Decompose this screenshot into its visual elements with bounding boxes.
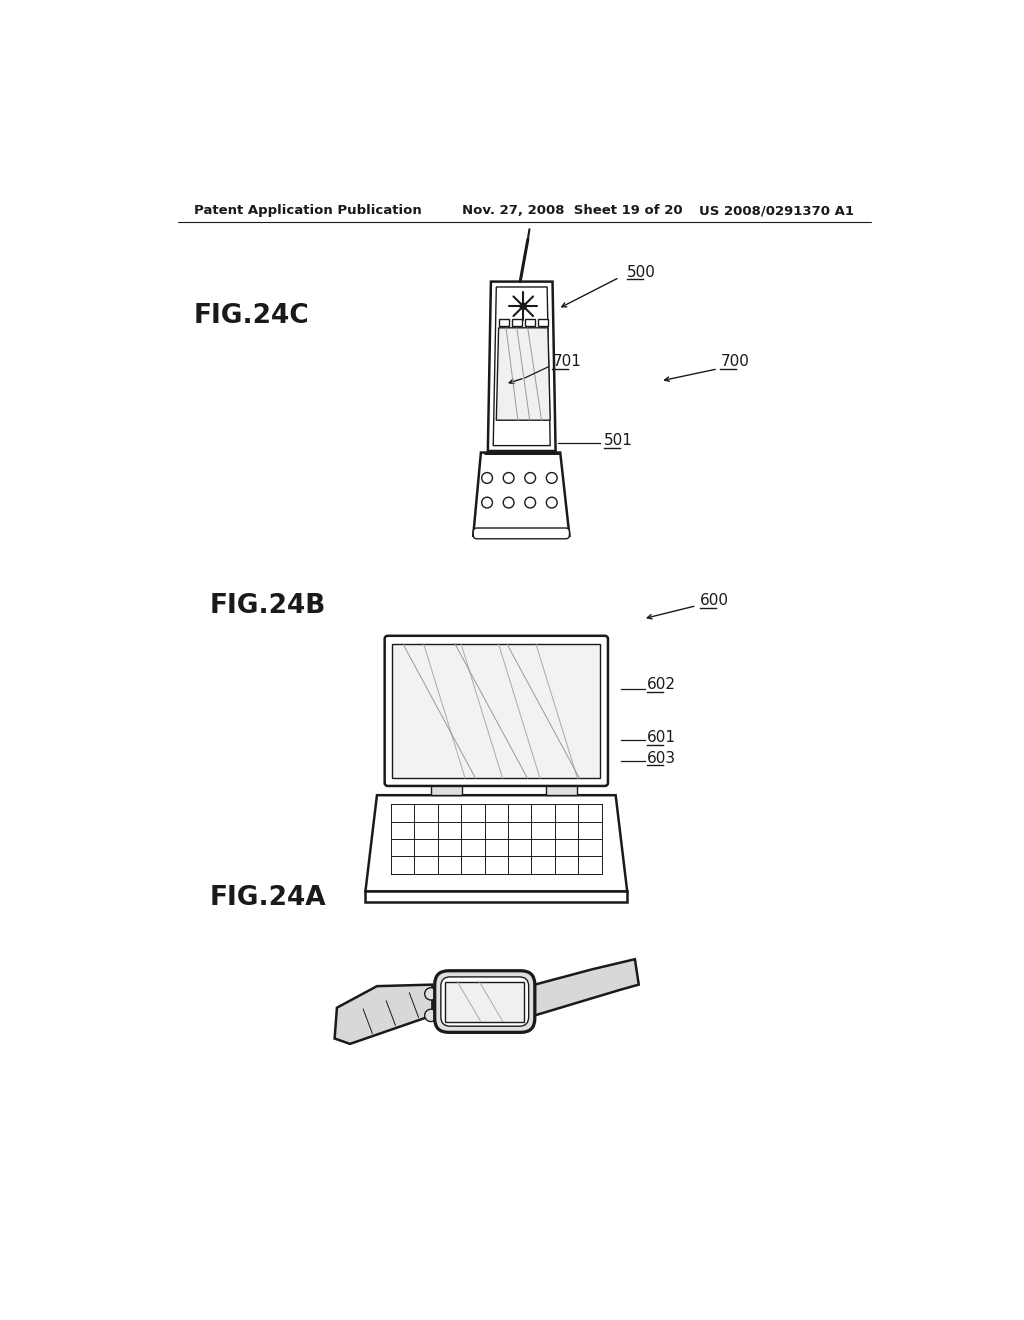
Polygon shape <box>487 281 556 451</box>
Bar <box>392 644 600 779</box>
Polygon shape <box>497 327 550 420</box>
Circle shape <box>481 498 493 508</box>
FancyBboxPatch shape <box>435 970 535 1032</box>
Polygon shape <box>535 960 639 1015</box>
Circle shape <box>425 987 437 1001</box>
Circle shape <box>547 473 557 483</box>
Bar <box>366 891 628 903</box>
Text: 700: 700 <box>720 354 750 370</box>
Bar <box>524 318 535 326</box>
Text: FIG.24B: FIG.24B <box>210 593 326 619</box>
Bar <box>445 982 524 1022</box>
Text: 600: 600 <box>699 593 729 609</box>
Polygon shape <box>473 453 569 536</box>
Text: 701: 701 <box>552 354 582 370</box>
Polygon shape <box>366 795 628 891</box>
Bar <box>499 318 509 326</box>
FancyBboxPatch shape <box>473 528 569 539</box>
FancyBboxPatch shape <box>385 636 608 785</box>
Text: Patent Application Publication: Patent Application Publication <box>194 205 422 218</box>
Text: 603: 603 <box>647 751 676 766</box>
Text: 601: 601 <box>647 730 676 746</box>
Circle shape <box>503 473 514 483</box>
Text: FIG.24A: FIG.24A <box>210 886 326 911</box>
Bar <box>538 318 548 326</box>
Text: Nov. 27, 2008  Sheet 19 of 20: Nov. 27, 2008 Sheet 19 of 20 <box>462 205 682 218</box>
Bar <box>431 785 462 795</box>
Circle shape <box>481 473 493 483</box>
Circle shape <box>425 1010 437 1022</box>
Polygon shape <box>335 985 432 1044</box>
Text: 602: 602 <box>647 677 676 693</box>
Circle shape <box>525 473 536 483</box>
Text: FIG.24C: FIG.24C <box>194 304 309 329</box>
Text: US 2008/0291370 A1: US 2008/0291370 A1 <box>698 205 854 218</box>
Polygon shape <box>494 286 550 446</box>
Circle shape <box>547 498 557 508</box>
Bar <box>512 318 521 326</box>
Circle shape <box>525 498 536 508</box>
Circle shape <box>520 304 526 309</box>
Bar <box>547 785 578 795</box>
Text: 501: 501 <box>604 433 633 449</box>
Text: 500: 500 <box>628 265 656 280</box>
FancyBboxPatch shape <box>441 977 528 1026</box>
Circle shape <box>503 498 514 508</box>
